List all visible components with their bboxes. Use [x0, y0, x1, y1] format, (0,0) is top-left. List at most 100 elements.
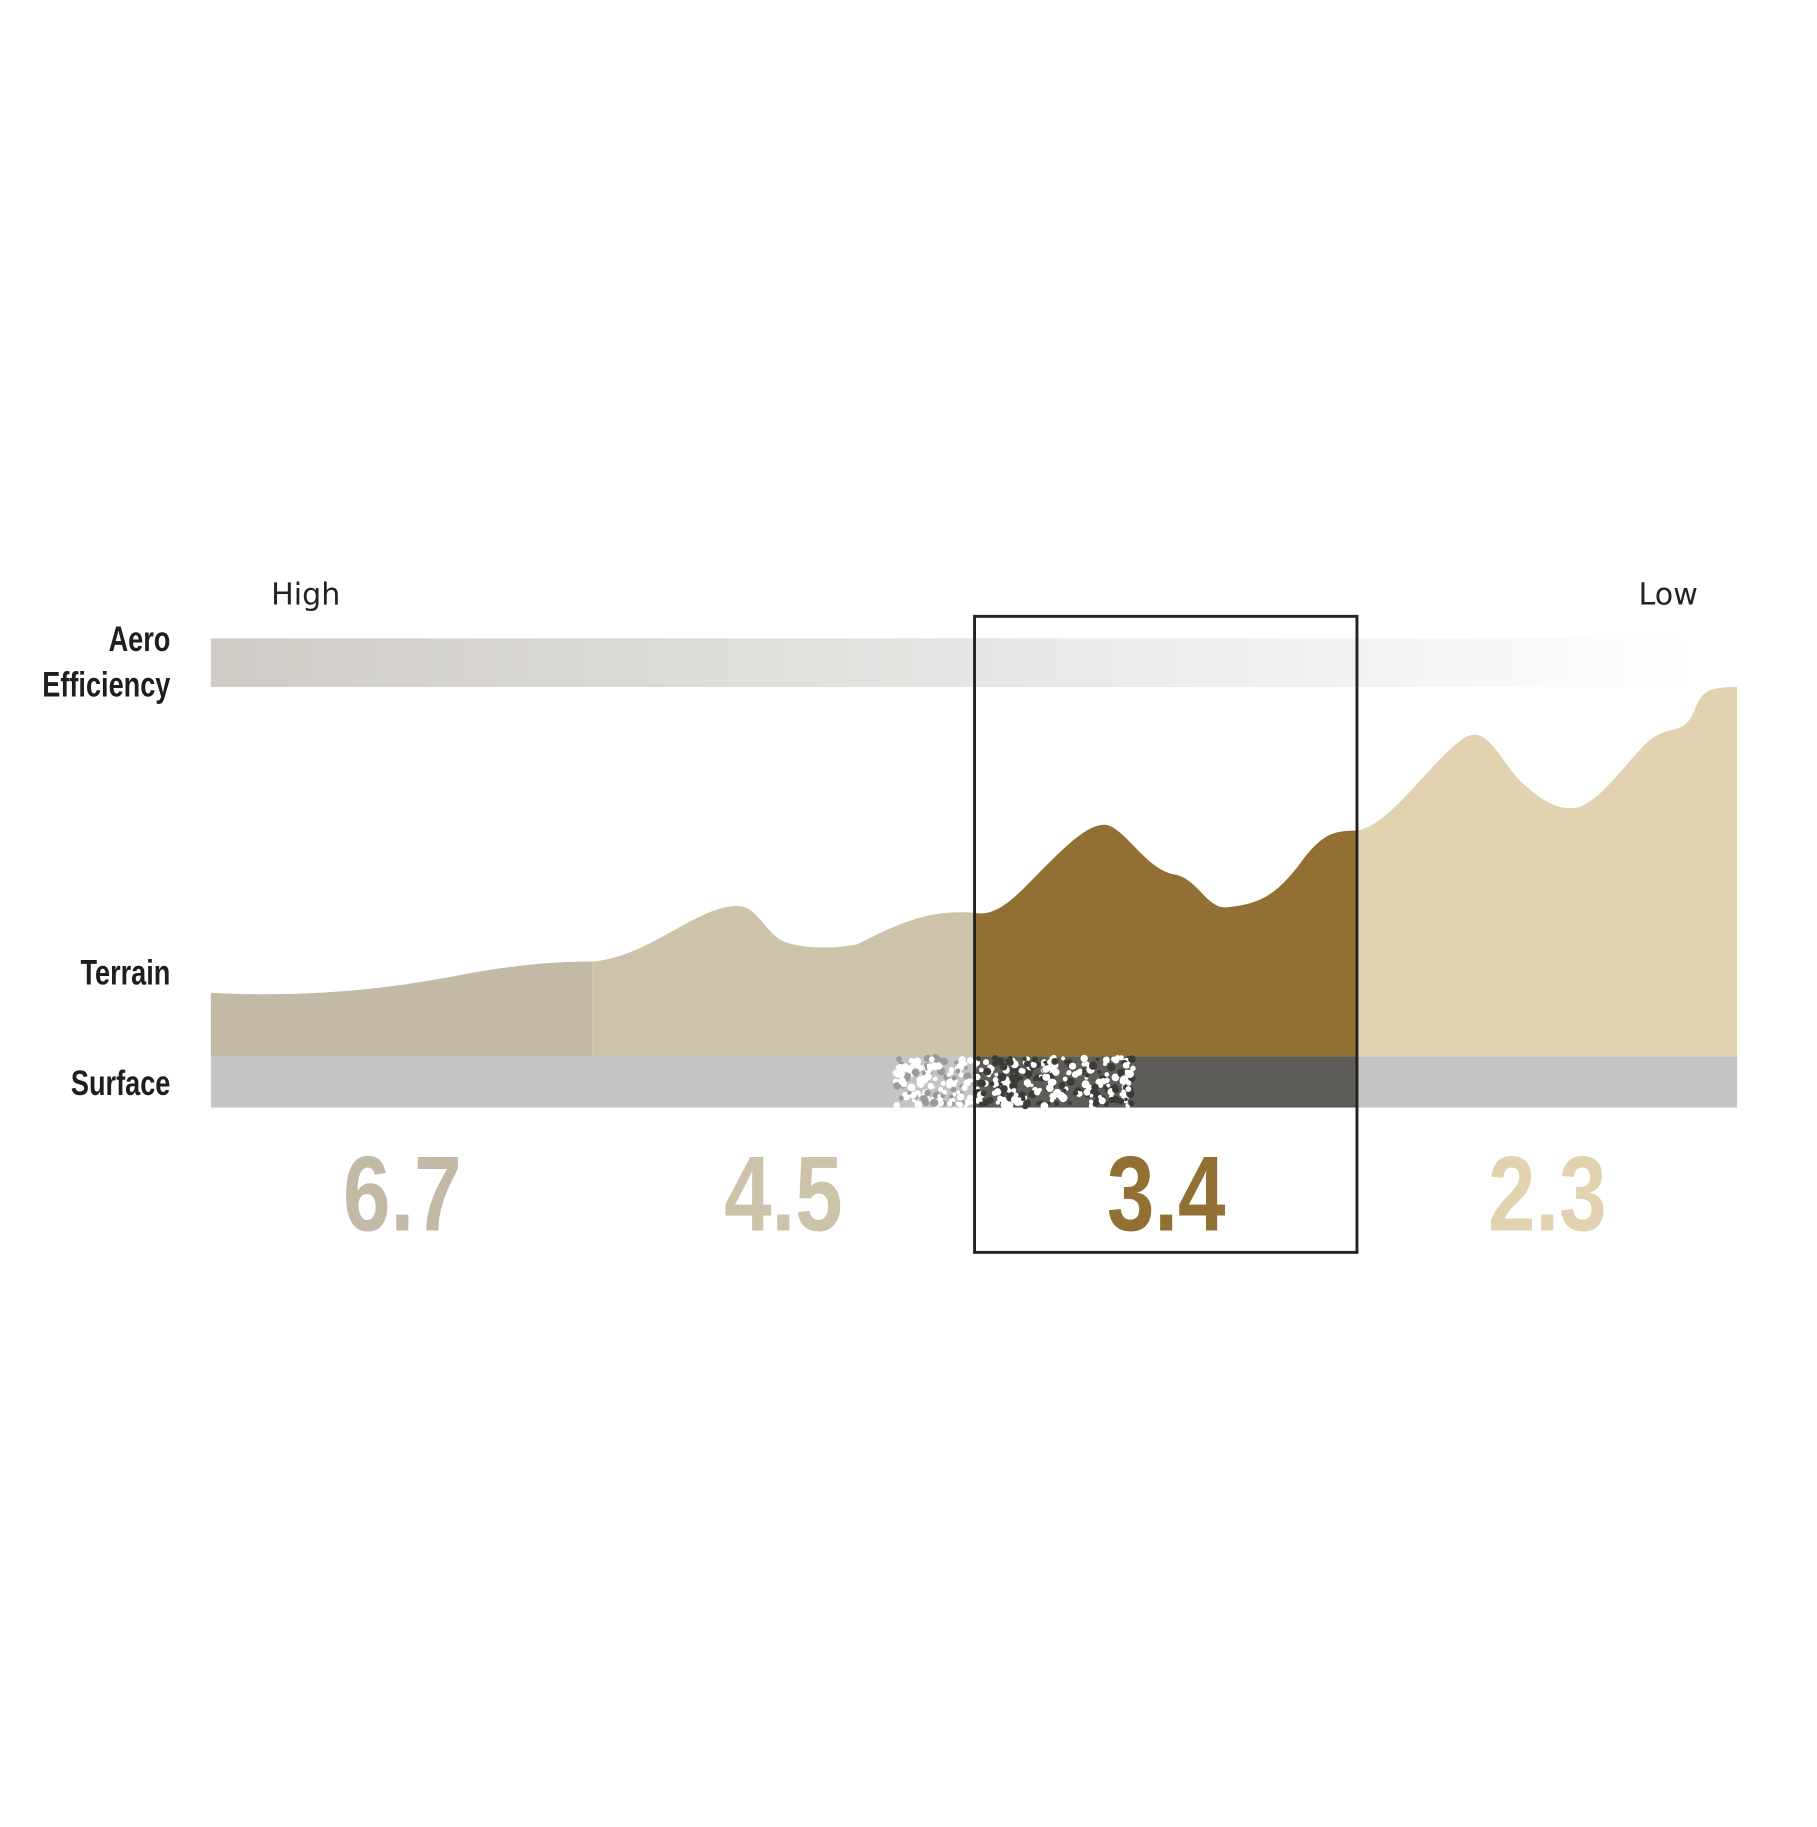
surface-speckle: [978, 1067, 984, 1073]
surface-speckle: [958, 1072, 964, 1078]
surface-speckle: [1005, 1057, 1014, 1066]
surface-speckle: [898, 1095, 904, 1101]
surface-speckle: [995, 1100, 1000, 1105]
surface-speckle: [907, 1090, 912, 1095]
surface-speckle: [964, 1065, 968, 1070]
surface-speckle: [1125, 1069, 1134, 1079]
surface-speckle: [1088, 1061, 1098, 1070]
surface-speckle: [963, 1079, 971, 1087]
surface-speckle: [956, 1062, 965, 1071]
surface-speckle: [897, 1063, 904, 1070]
surface-speckle: [1006, 1093, 1013, 1099]
surface-speckle: [901, 1063, 909, 1071]
surface-speckle: [940, 1080, 946, 1086]
surface-speckle: [1051, 1057, 1059, 1065]
surface-texture: [892, 1053, 1136, 1110]
surface-speckle: [978, 1079, 986, 1087]
surface-speckle: [912, 1098, 917, 1103]
surface-speckle: [1128, 1100, 1135, 1107]
surface-speckle: [991, 1055, 999, 1062]
value-label-2.3: 2.3: [1488, 1135, 1607, 1253]
surface-speckle: [978, 1101, 984, 1108]
surface-speckle: [983, 1067, 992, 1076]
surface-speckle: [963, 1104, 968, 1109]
surface-speckle: [1047, 1059, 1053, 1066]
surface-speckle: [1098, 1097, 1106, 1105]
surface-speckle: [982, 1059, 990, 1066]
surface-speckle: [1057, 1091, 1066, 1100]
surface-speckle: [955, 1068, 961, 1074]
surface-speckle: [1054, 1101, 1060, 1107]
terrain-segment-6.7: [210, 961, 593, 1057]
surface-speckle: [940, 1093, 946, 1099]
surface-speckle: [1037, 1087, 1042, 1092]
surface-speckle: [1108, 1096, 1115, 1104]
surface-speckle: [1049, 1092, 1057, 1100]
surface-speckle: [980, 1090, 987, 1097]
aero-label-line1: Aero: [109, 620, 171, 659]
surface-speckle: [1081, 1080, 1090, 1089]
surface-speckle: [946, 1078, 955, 1087]
surface-speckle: [1045, 1084, 1054, 1092]
surface-speckle: [911, 1068, 920, 1076]
surface-speckle: [1013, 1074, 1021, 1082]
surface-speckle: [1072, 1090, 1079, 1096]
terrain-segment-2.3: [1356, 687, 1738, 1057]
surface-speckle: [930, 1084, 935, 1089]
surface-speckle: [1029, 1083, 1034, 1088]
surface-speckle: [924, 1072, 932, 1081]
surface-speckle: [1104, 1072, 1110, 1077]
value-label-4.5: 4.5: [724, 1135, 843, 1253]
surface-speckle: [1032, 1077, 1037, 1082]
surface-speckle: [937, 1094, 942, 1098]
surface-speckle: [892, 1069, 900, 1077]
surface-speckle: [1069, 1062, 1077, 1070]
surface-speckle: [1117, 1097, 1125, 1105]
terrain-segment-4.5: [592, 905, 975, 1057]
surface-speckle: [1024, 1060, 1031, 1068]
surface-speckle: [896, 1056, 902, 1063]
surface-speckle: [1023, 1079, 1032, 1087]
surface-speckle: [942, 1089, 947, 1095]
surface-speckle: [1009, 1081, 1018, 1091]
surface-speckle: [932, 1076, 938, 1082]
surface-speckle: [1071, 1071, 1079, 1078]
scale-high-label: High: [271, 578, 340, 613]
surface-speckle: [999, 1082, 1003, 1087]
surface-speckle: [1104, 1056, 1110, 1062]
surface-speckle: [893, 1102, 900, 1109]
surface-speckle: [955, 1101, 961, 1106]
surface-speckle: [969, 1100, 974, 1105]
surface-speckle: [1078, 1068, 1083, 1073]
surface-speckle: [1084, 1073, 1090, 1078]
surface-speckle: [952, 1092, 957, 1097]
surface-speckle: [1102, 1085, 1108, 1090]
surface-speckle: [954, 1060, 958, 1065]
value-label-3.4: 3.4: [1107, 1135, 1226, 1253]
surface-speckle: [905, 1072, 911, 1078]
surface-speckle: [949, 1071, 954, 1076]
surface-speckle: [1062, 1076, 1068, 1082]
surface-speckle: [940, 1057, 948, 1066]
surface-speckle: [1001, 1099, 1009, 1107]
surface-speckle: [907, 1083, 916, 1092]
surface-speckle: [992, 1061, 998, 1067]
surface-speckle: [951, 1075, 957, 1081]
terrain-label: Terrain: [80, 954, 170, 993]
surface-speckle: [930, 1098, 939, 1107]
surface-speckle: [1112, 1085, 1120, 1094]
surface-speckle: [1124, 1071, 1129, 1076]
surface-speckle: [948, 1067, 955, 1073]
surface-speckle: [998, 1073, 1007, 1081]
surface-speckle: [921, 1066, 926, 1071]
surface-speckle: [1117, 1070, 1125, 1078]
surface-speckle: [930, 1062, 939, 1071]
surface-speckle: [1010, 1095, 1019, 1104]
surface-speckle: [1018, 1091, 1026, 1098]
surface-speckle: [1041, 1062, 1045, 1067]
surface-speckle: [1107, 1063, 1116, 1072]
surface-speckle: [909, 1091, 917, 1099]
surface-speckle: [1022, 1056, 1027, 1062]
surface-speckle: [994, 1072, 999, 1077]
surface-speckle: [1042, 1073, 1051, 1081]
